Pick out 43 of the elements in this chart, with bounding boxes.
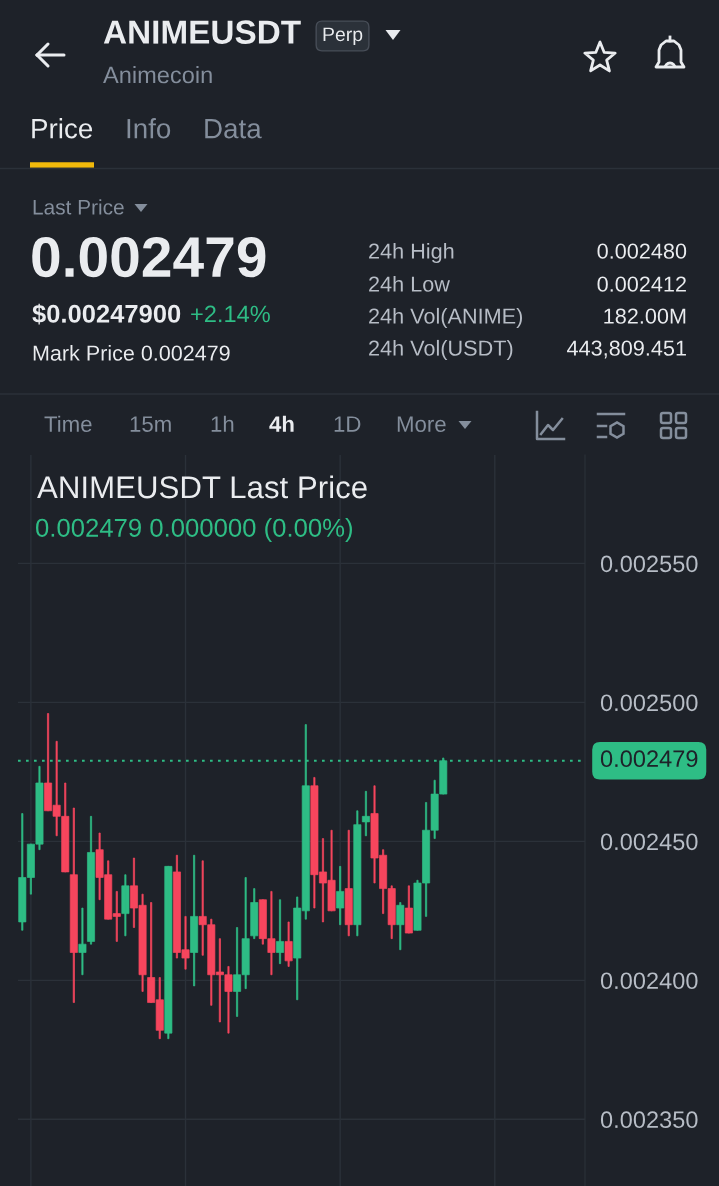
text: 24h Vol(USDT) bbox=[369, 339, 513, 361]
text: 24h Low bbox=[369, 275, 450, 292]
text: ANIMEUSDT Last Price bbox=[37, 475, 367, 499]
text: 15m bbox=[130, 416, 171, 432]
candlestick bbox=[121, 874, 130, 937]
candlestick bbox=[276, 899, 284, 964]
text: Data bbox=[205, 119, 262, 139]
y-tick-label: 0.002550 bbox=[600, 555, 698, 573]
candlestick bbox=[396, 902, 405, 951]
text: 24h High bbox=[369, 242, 454, 264]
y-tick-label: 0.002450 bbox=[600, 833, 698, 851]
y-tick-label: 0.002400 bbox=[600, 972, 698, 990]
text: 182.00M bbox=[604, 308, 686, 324]
candlestick bbox=[78, 907, 87, 976]
text: 443,809.451 bbox=[567, 340, 686, 359]
text: ANIMEUSDT bbox=[103, 20, 301, 44]
ref-line-label: 0.002479 bbox=[600, 750, 698, 768]
text: Price bbox=[32, 118, 93, 139]
text: Time bbox=[44, 415, 92, 432]
text: 24h Vol(ANIME) bbox=[369, 307, 522, 329]
text: Last Price bbox=[33, 199, 124, 215]
text: $0.00247900 bbox=[32, 303, 181, 325]
text: 4h bbox=[269, 415, 294, 432]
candlestick bbox=[284, 921, 293, 967]
candlestick bbox=[344, 829, 353, 937]
y-tick-label: 0.002350 bbox=[600, 1111, 698, 1129]
candlestick bbox=[353, 810, 362, 937]
text: 0.002480 bbox=[597, 243, 687, 259]
candlestick bbox=[361, 790, 370, 837]
text: Mark Price 0.002479 bbox=[33, 344, 230, 361]
text: 1D bbox=[334, 416, 361, 432]
text: Info bbox=[127, 118, 171, 139]
candlestick bbox=[250, 888, 259, 939]
text: 0.002479 0.000000 (0.00%) bbox=[36, 518, 352, 542]
text: More bbox=[397, 416, 446, 432]
text: 0.002479 bbox=[32, 236, 266, 278]
text: 1h bbox=[211, 415, 234, 432]
text: Animecoin bbox=[103, 66, 212, 84]
y-tick-label: 0.002500 bbox=[600, 694, 698, 712]
text: +2.14% bbox=[191, 305, 270, 323]
candlestick bbox=[164, 866, 173, 1040]
text: 0.002412 bbox=[597, 276, 686, 292]
text: Perp bbox=[323, 27, 363, 46]
